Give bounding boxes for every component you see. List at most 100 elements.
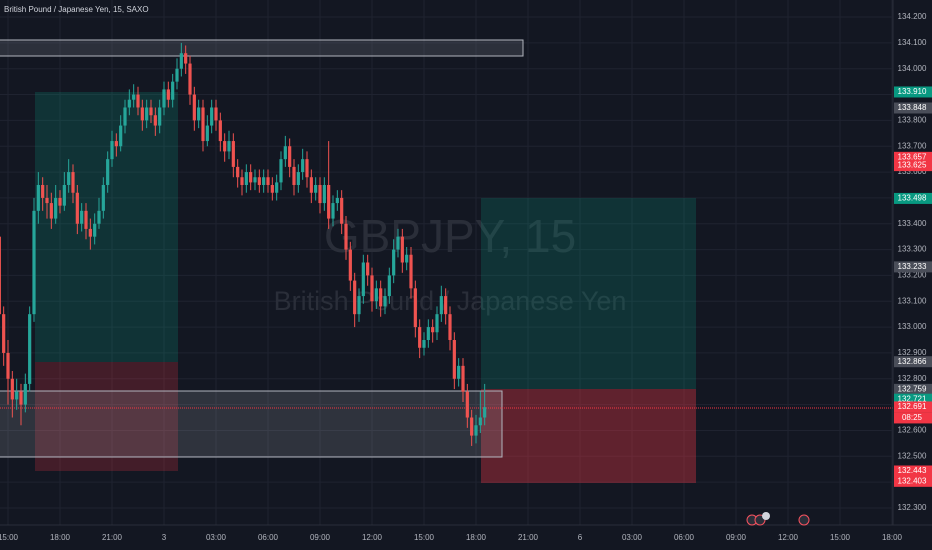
candle-body [67, 172, 71, 185]
y-tick-label: 133.400 [898, 219, 927, 228]
x-tick-label: 15:00 [414, 533, 435, 542]
candle-body [392, 249, 396, 276]
axes: 134.200134.100134.000133.900133.800133.7… [0, 12, 932, 542]
candles [0, 42, 487, 446]
long-profit [35, 92, 178, 362]
candle-body [400, 236, 404, 263]
candle-body [49, 203, 53, 219]
candle-body [97, 210, 101, 224]
candle-body [322, 184, 326, 204]
candle-body [197, 107, 201, 121]
price-label-bg [894, 192, 932, 204]
price-label-bg [894, 393, 932, 405]
candle-body [418, 327, 422, 348]
x-tick-label: 06:00 [674, 533, 695, 542]
candle-body [275, 182, 279, 193]
price-label-bg [894, 261, 932, 273]
x-tick-label: 06:00 [258, 533, 279, 542]
price-label-bg [894, 160, 932, 172]
x-tick-label: 6 [578, 533, 583, 542]
candle-body [344, 223, 348, 250]
candle-body [136, 94, 140, 108]
x-tick-label: 12:00 [778, 533, 799, 542]
candle-body [127, 99, 131, 108]
candle-body [15, 391, 19, 400]
candle-body [357, 296, 361, 315]
event-icons [746, 512, 810, 526]
candle-body [279, 159, 283, 183]
candle-body [101, 184, 105, 211]
price-label-bg [894, 356, 932, 368]
candle-body [270, 184, 274, 193]
candle-body [19, 391, 23, 405]
candle-body [457, 365, 461, 379]
price-label-bg [894, 475, 932, 487]
candle-body [41, 184, 45, 198]
candle-body [110, 141, 114, 160]
candle-body [80, 210, 84, 224]
candle-body [452, 340, 456, 379]
candle-body [439, 296, 443, 315]
candle-body [335, 197, 339, 204]
candle-body [383, 296, 387, 307]
candle-body [166, 89, 170, 100]
watermark: GBPJPY, 15 [324, 210, 576, 262]
candle-body [374, 288, 378, 302]
candle-body [314, 184, 318, 193]
candle-body [179, 53, 183, 69]
y-tick-label: 132.500 [898, 451, 927, 460]
countdown-bg [894, 412, 932, 424]
x-tick-label: 03:00 [206, 533, 227, 542]
candle-body [6, 352, 10, 379]
candle-body [162, 89, 166, 108]
candle-body [71, 172, 75, 193]
price-label: 133.657 [898, 152, 927, 161]
candle-body [223, 141, 227, 152]
x-tick-label: 18:00 [466, 533, 487, 542]
candle-body [435, 314, 439, 333]
y-tick-label: 133.100 [898, 296, 927, 305]
candle-body [461, 365, 465, 392]
candle-body [296, 172, 300, 185]
x-tick-label: 15:00 [830, 533, 851, 542]
chart-title: British Pound / Japanese Yen, 15, SAXO [4, 5, 149, 14]
candle-body [218, 120, 222, 142]
candle-body [205, 125, 209, 142]
candle-body [93, 223, 97, 237]
candle-body [58, 197, 62, 206]
price-label: 132.721 [898, 394, 927, 403]
event-icon[interactable] [762, 512, 770, 520]
candle-body [192, 94, 196, 121]
candle-body [0, 236, 1, 315]
candle-body [301, 159, 305, 173]
candle-body [431, 327, 435, 333]
y-tick-label: 132.300 [898, 503, 927, 512]
candle-body [422, 340, 426, 348]
price-label: 133.848 [898, 103, 927, 112]
y-tick-label: 132.900 [898, 348, 927, 357]
candle-body [465, 391, 469, 418]
event-icon[interactable] [798, 514, 810, 526]
y-tick-label: 133.200 [898, 271, 927, 280]
candle-body [361, 262, 365, 297]
candle-body [253, 177, 257, 183]
candle-body [474, 425, 478, 436]
candle-body [88, 228, 92, 237]
candle-body [318, 184, 322, 204]
candle-body [426, 327, 430, 341]
candle-body [28, 314, 32, 384]
countdown: 08:25 [902, 413, 923, 422]
price-label: 132.759 [898, 384, 927, 393]
candle-body [292, 166, 296, 185]
candle-body [340, 197, 344, 224]
y-tick-label: 133.600 [898, 167, 927, 176]
zone-rect [0, 390, 503, 458]
candle-body [470, 417, 474, 436]
candle-body [45, 197, 49, 204]
candle-body [54, 197, 58, 219]
y-tick-label: 133.700 [898, 141, 927, 150]
candle-body [262, 177, 266, 185]
candle-body [409, 254, 413, 289]
candle-body [114, 141, 118, 147]
